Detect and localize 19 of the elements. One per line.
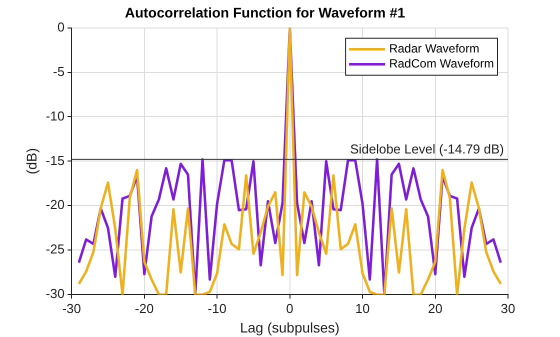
y-tick-label: -30 <box>46 286 65 302</box>
y-tick-label: -20 <box>46 197 65 212</box>
chart-title: Autocorrelation Function for Waveform #1 <box>124 4 406 20</box>
ref-line-label: Sidelobe Level (-14.79 dB) <box>350 141 504 156</box>
x-tick-label: 20 <box>428 300 442 316</box>
x-axis-title: Lag (subpulses) <box>240 319 340 336</box>
x-tick-label: -10 <box>208 300 226 316</box>
y-tick-label: -15 <box>46 152 65 168</box>
y-tick-label: -5 <box>53 64 65 79</box>
y-axis-title: (dB) <box>23 148 40 174</box>
x-tick-label: 0 <box>286 300 294 316</box>
x-tick-label: 10 <box>355 300 370 316</box>
legend-label: RadCom Waveform <box>389 56 494 71</box>
y-tick-label: 0 <box>57 19 65 34</box>
x-tick-label: -20 <box>134 300 154 316</box>
x-tick-label: 30 <box>500 300 516 316</box>
y-tick-label: -10 <box>46 108 65 124</box>
y-tick-label: -25 <box>46 242 65 257</box>
legend-label: Radar Waveform <box>389 42 480 56</box>
